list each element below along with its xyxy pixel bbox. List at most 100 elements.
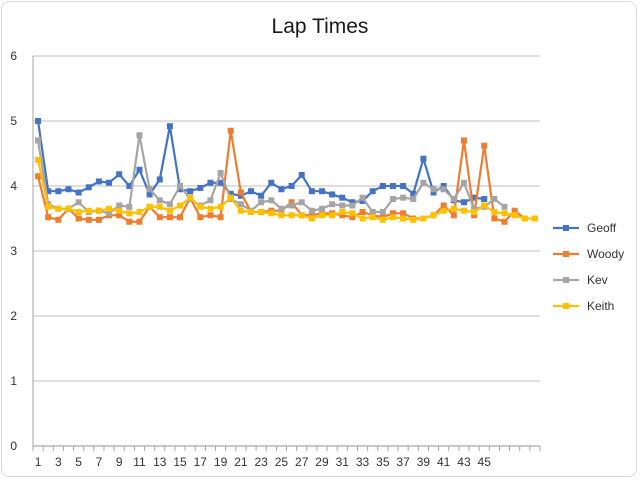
data-point <box>471 209 478 215</box>
data-point <box>75 189 82 196</box>
series-geoff <box>35 118 488 206</box>
data-point <box>217 170 224 176</box>
data-point <box>329 191 336 198</box>
data-point <box>389 196 396 202</box>
data-point <box>471 194 478 201</box>
data-point <box>278 205 285 212</box>
legend-marker <box>563 225 569 231</box>
legend-label: Geoff <box>587 221 617 235</box>
data-point <box>237 207 244 214</box>
legend-label: Kev <box>587 273 608 287</box>
data-point <box>237 192 244 199</box>
data-point <box>177 202 184 209</box>
x-tick-label: 11 <box>133 455 146 469</box>
data-point <box>521 215 528 222</box>
data-point <box>85 184 92 191</box>
data-point <box>440 186 447 193</box>
data-point <box>177 186 184 193</box>
data-point <box>329 201 336 208</box>
data-point <box>501 218 508 225</box>
data-point <box>359 194 366 201</box>
data-point <box>288 212 295 219</box>
data-point <box>339 194 346 201</box>
data-point <box>227 194 234 201</box>
data-point <box>369 209 376 215</box>
data-point <box>450 205 457 212</box>
data-point <box>55 188 62 195</box>
data-point <box>450 212 457 219</box>
data-point <box>136 132 143 139</box>
x-tick-label: 15 <box>173 455 187 469</box>
data-point <box>359 209 366 215</box>
data-point <box>440 183 447 189</box>
data-point <box>35 157 42 163</box>
data-point <box>166 201 173 208</box>
data-point <box>318 188 325 195</box>
y-tick-label: 5 <box>10 114 17 128</box>
data-point <box>379 216 386 223</box>
data-point <box>45 188 52 195</box>
x-tick-label: 25 <box>275 455 289 469</box>
data-point <box>136 209 143 215</box>
y-axis: 0 1 2 3 4 5 6 <box>10 49 34 453</box>
x-tick-label: 33 <box>356 455 370 469</box>
data-point <box>430 212 437 219</box>
data-point <box>379 183 386 189</box>
data-point <box>460 207 467 214</box>
x-tick-label: 45 <box>478 455 492 469</box>
data-point <box>471 212 478 219</box>
data-point <box>248 209 255 215</box>
data-point <box>217 214 224 221</box>
data-point <box>471 205 478 212</box>
data-point <box>298 171 305 178</box>
data-point <box>156 197 163 204</box>
series-keith <box>35 157 538 223</box>
data-point <box>481 196 488 202</box>
legend-label: Woody <box>587 247 624 261</box>
data-point <box>278 186 285 193</box>
data-point <box>460 199 467 206</box>
data-point <box>410 196 417 202</box>
x-tick-label: 3 <box>55 455 62 469</box>
data-point <box>501 210 508 217</box>
x-tick-label: 43 <box>457 455 471 469</box>
data-point <box>349 214 356 221</box>
data-point <box>197 214 204 221</box>
data-point <box>268 197 275 204</box>
legend-marker <box>563 277 569 283</box>
data-point <box>136 218 143 225</box>
data-point <box>288 202 295 209</box>
data-point <box>187 194 194 201</box>
data-point <box>389 214 396 221</box>
data-point <box>430 186 437 193</box>
data-point <box>65 205 72 212</box>
chart-title: Lap Times <box>272 15 369 38</box>
data-point <box>511 212 518 219</box>
data-point <box>106 179 113 186</box>
data-point <box>35 173 42 180</box>
data-point <box>268 179 275 186</box>
data-point <box>430 189 437 196</box>
data-point <box>420 179 427 186</box>
data-point <box>400 210 407 217</box>
x-tick-label: 5 <box>75 455 82 469</box>
data-point <box>440 207 447 214</box>
series-line <box>36 120 485 204</box>
data-point <box>146 186 153 193</box>
data-point <box>85 207 92 214</box>
data-point <box>339 202 346 209</box>
data-point <box>217 179 224 186</box>
x-tick-label: 23 <box>254 455 268 469</box>
legend-marker <box>563 303 569 309</box>
data-point <box>65 186 72 193</box>
x-tick-label: 35 <box>376 455 390 469</box>
legend-label: Keith <box>587 299 614 313</box>
x-tick-label: 19 <box>214 455 228 469</box>
x-tick-label: 31 <box>336 455 350 469</box>
data-point <box>369 214 376 221</box>
x-tick-label: 7 <box>96 455 103 469</box>
data-point <box>460 179 467 186</box>
data-point <box>45 214 52 221</box>
data-point <box>106 210 113 217</box>
